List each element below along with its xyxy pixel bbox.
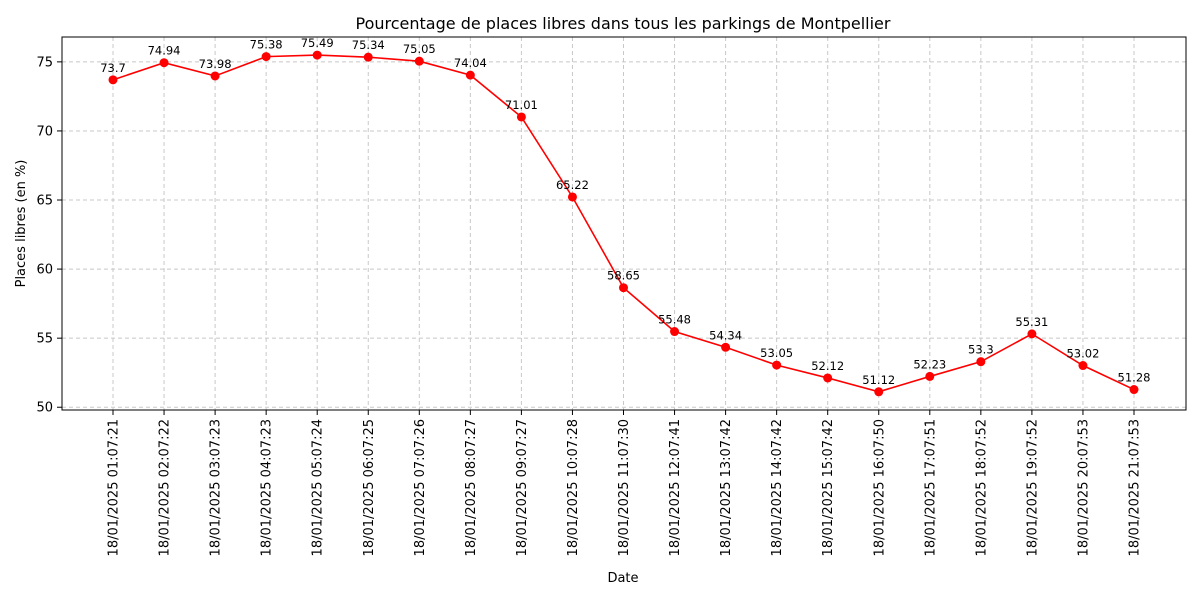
data-label: 52.23 <box>913 357 946 371</box>
x-tick-label: 18/01/2025 12:07:41 <box>668 419 683 556</box>
x-tick-label: 18/01/2025 09:07:27 <box>515 419 530 556</box>
data-label: 75.05 <box>403 42 436 56</box>
x-tick-label: 18/01/2025 01:07:21 <box>107 419 122 556</box>
data-point <box>670 327 680 337</box>
data-label: 73.98 <box>199 57 232 71</box>
x-tick-label: 18/01/2025 10:07:28 <box>566 419 581 556</box>
data-point <box>925 371 935 381</box>
x-tick-label: 18/01/2025 13:07:42 <box>719 419 734 556</box>
x-tick-label: 18/01/2025 19:07:52 <box>1025 419 1040 556</box>
data-point <box>363 52 373 62</box>
x-tick-label: 18/01/2025 11:07:30 <box>617 419 632 556</box>
data-label: 74.94 <box>148 44 181 58</box>
data-label: 53.3 <box>968 343 994 357</box>
y-tick-label: 70 <box>36 124 53 139</box>
x-tick-label: 18/01/2025 15:07:42 <box>821 419 836 556</box>
data-point <box>874 387 884 397</box>
data-point <box>108 75 118 85</box>
data-label: 58.65 <box>607 269 640 283</box>
x-tick-label: 18/01/2025 05:07:24 <box>311 419 326 556</box>
x-tick-label: 18/01/2025 14:07:42 <box>770 419 785 556</box>
data-point <box>1078 361 1088 371</box>
data-point <box>1129 385 1139 395</box>
data-point <box>721 342 731 352</box>
x-tick-label: 18/01/2025 17:07:51 <box>923 419 938 556</box>
data-label: 53.05 <box>760 346 793 360</box>
data-point <box>823 373 833 383</box>
data-label: 75.38 <box>250 38 283 52</box>
data-point <box>159 58 169 68</box>
x-tick-label: 18/01/2025 03:07:23 <box>209 419 224 556</box>
data-point <box>976 357 986 367</box>
x-tick-label: 18/01/2025 21:07:53 <box>1128 419 1143 556</box>
data-point <box>414 56 424 66</box>
x-tick-label: 18/01/2025 20:07:53 <box>1076 419 1091 556</box>
x-tick-label: 18/01/2025 07:07:26 <box>413 419 428 556</box>
data-point <box>516 112 526 122</box>
data-label: 55.48 <box>658 313 691 327</box>
data-point <box>567 192 577 202</box>
data-label: 54.34 <box>709 328 742 342</box>
y-axis-label: Places libres (en %) <box>14 160 29 288</box>
data-label: 71.01 <box>505 98 538 112</box>
data-point <box>1027 329 1037 339</box>
data-label: 53.02 <box>1066 347 1099 361</box>
y-tick-label: 55 <box>36 332 53 347</box>
y-axis: 50 55 60 65 70 75 <box>36 55 62 416</box>
y-tick-label: 60 <box>36 263 53 278</box>
data-point <box>772 360 782 370</box>
y-tick-label: 75 <box>36 55 53 70</box>
data-point <box>619 283 628 293</box>
data-points <box>108 50 1139 397</box>
data-label: 74.04 <box>454 56 487 70</box>
x-tick-label: 18/01/2025 18:07:52 <box>974 419 989 556</box>
x-tick-label: 18/01/2025 16:07:50 <box>872 419 887 556</box>
data-label: 55.31 <box>1015 315 1048 329</box>
x-tick-label: 18/01/2025 06:07:25 <box>362 419 377 556</box>
x-tick-label: 18/01/2025 04:07:23 <box>260 419 275 556</box>
x-axis: 18/01/2025 01:07:21 18/01/2025 02:07:22 18… <box>107 410 1143 556</box>
y-tick-label: 50 <box>36 401 53 416</box>
data-label: 75.34 <box>352 38 385 52</box>
x-axis-label: Date <box>607 571 638 586</box>
data-labels: 73.7 74.94 73.98 75.38 75.49 75.34 75.05 74.04 7… <box>100 36 1150 387</box>
data-label: 75.49 <box>301 36 334 50</box>
data-point <box>261 52 271 62</box>
data-label: 51.28 <box>1118 371 1151 385</box>
data-point <box>465 70 475 80</box>
x-tick-label: 18/01/2025 08:07:27 <box>464 419 479 556</box>
y-tick-label: 65 <box>36 194 53 209</box>
data-label: 52.12 <box>811 359 844 373</box>
data-label: 51.12 <box>862 373 895 387</box>
data-label: 65.22 <box>556 178 589 192</box>
data-point <box>210 71 220 81</box>
data-label: 73.7 <box>100 61 126 75</box>
grid <box>62 37 1186 410</box>
x-tick-label: 18/01/2025 02:07:22 <box>158 419 173 556</box>
data-point <box>312 50 322 60</box>
chart-title: Pourcentage de places libres dans tous l… <box>356 14 891 33</box>
